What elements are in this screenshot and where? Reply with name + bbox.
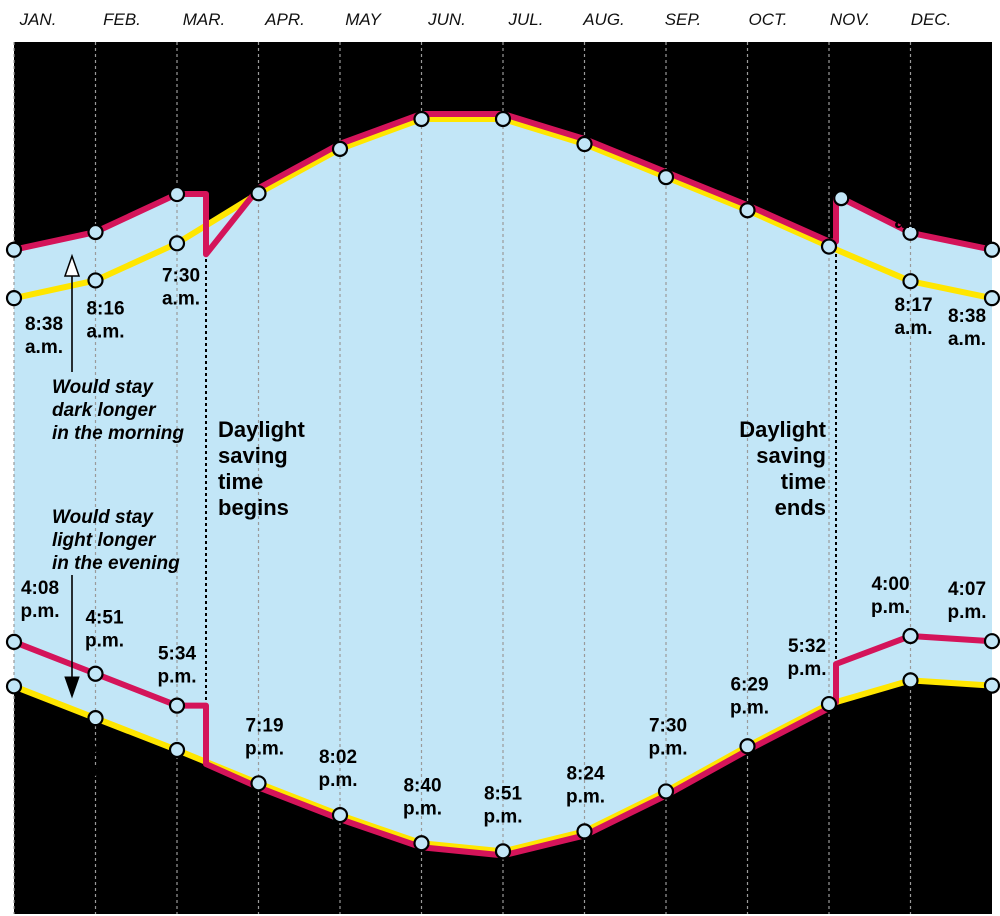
sunrise-standard-point [168, 235, 186, 252]
sunset-standard-point [902, 672, 919, 689]
month-label: JUN. [427, 10, 466, 29]
sunset-standard-point [250, 775, 267, 792]
sunset-standard-point [576, 823, 593, 840]
sunrise-standard-point [739, 202, 756, 219]
month-label: AUG. [582, 10, 625, 29]
sunset-standard-point [820, 695, 838, 713]
sunset-standard-label: 5:00 p.m. [871, 700, 910, 744]
sunrise-dst-label: 6:29 a.m. [161, 134, 199, 178]
sunset-dst-point [5, 633, 23, 651]
sunset-standard-label: 5:07 p.m. [947, 702, 986, 746]
sunset-standard-point [494, 843, 512, 860]
sunrise-standard-label: 5:33 a.m. [325, 78, 363, 122]
sunset-standard-label: 5:08 p.m. [24, 708, 63, 752]
sunrise-standard-point [87, 272, 104, 289]
month-label: DEC. [911, 10, 952, 29]
sunrise-dst-label: 7:34 a.m. [782, 168, 820, 212]
month-label: FEB. [103, 10, 141, 29]
sunrise-standard-label: 6:49 a.m. [732, 138, 770, 182]
sunrise-dst-point [87, 223, 104, 241]
sunset-dst-point [983, 633, 1000, 650]
month-label: JUL. [508, 10, 544, 29]
month-label: JAN. [19, 10, 57, 29]
dst-begins-annotation: Daylight saving time begins [218, 417, 305, 520]
sunset-standard-label: 7:19 p.m. [245, 715, 284, 759]
sunrise-standard-point [494, 110, 512, 128]
sunset-standard-point [983, 677, 1000, 694]
evening-annotation: Would stay light longer in the evening [52, 507, 180, 574]
sunrise-standard-label: 7:30 a.m. [162, 265, 200, 309]
sunrise-standard-label: 4:56 a.m. [405, 51, 443, 95]
sunrise-dst-label: 7:17 a.m. [894, 189, 932, 233]
sunrise-dst-label: 7:38 a.m. [23, 182, 61, 226]
sunrise-standard-label: 7:34 a.m. [796, 169, 834, 213]
sunrise-standard-label: 6:08 a.m. [652, 105, 690, 149]
month-label: OCT. [748, 10, 787, 29]
sunrise-standard-point [331, 140, 349, 157]
sunset-standard-label: 5:51 p.m. [86, 738, 125, 782]
sunrise-standard-point [657, 169, 675, 186]
sunset-standard-label: 8:51 p.m. [483, 783, 522, 827]
sunset-dst-label: 4:08 p.m. [20, 578, 59, 622]
sunrise-standard-label: 8:38 a.m. [25, 314, 63, 358]
sunrise-dst-label: 7:38 a.m. [948, 190, 986, 234]
sunrise-dst-label: 7:16 a.m. [84, 160, 122, 204]
morning-annotation: Would stay dark longer in the morning [52, 377, 184, 444]
sunset-standard-point [168, 741, 186, 759]
sunrise-standard-label: 5:27 a.m. [570, 74, 608, 118]
sunset-standard-label: 8:40 p.m. [403, 775, 442, 819]
month-label: MAR. [183, 10, 226, 29]
sunset-standard-point [87, 710, 104, 727]
sunrise-standard-point [983, 290, 1000, 307]
sunset-dst-point [87, 665, 104, 682]
sunset-standard-label: 8:24 p.m. [566, 763, 605, 807]
sunset-dst-label: 5:34 p.m. [157, 644, 196, 688]
sunset-dst-label: 4:51 p.m. [85, 608, 124, 652]
sunset-standard-label: 5:32 p.m. [787, 636, 826, 680]
sunrise-dst-point [833, 190, 850, 207]
sunset-dst-point [168, 697, 186, 714]
sunrise-dst-point [983, 241, 1000, 258]
sunset-dst-point [902, 627, 919, 645]
sunset-standard-label: 6:34 p.m. [160, 776, 199, 820]
sunrise-dst-point [168, 185, 186, 203]
month-label: MAY [345, 10, 382, 29]
morning-arrow-head [63, 253, 81, 277]
sunset-standard-point [413, 835, 430, 852]
sunset-standard-point [657, 783, 675, 800]
sunrise-standard-point [820, 238, 838, 255]
sunrise-dst-point [902, 224, 919, 241]
sunrise-standard-label: 4:56 a.m. [488, 51, 526, 95]
sunrise-standard-point [576, 135, 593, 153]
sunset-standard-label: 6:29 p.m. [730, 674, 769, 718]
evening-arrow-head [64, 676, 80, 699]
sunset-dst-label: 4:00 p.m. [871, 574, 910, 618]
sunrise-standard-point [902, 273, 919, 290]
dst-ends-annotation: Daylight saving time ends [739, 417, 826, 520]
month-label: NOV. [830, 10, 870, 29]
sunset-standard-point [739, 738, 756, 755]
sunrise-standard-label: 6:28 a.m. [243, 117, 281, 161]
month-label: APR. [264, 10, 305, 29]
sunrise-standard-point [413, 110, 430, 128]
sunrise-dst-point [5, 241, 23, 258]
sunrise-standard-label: 8:38 a.m. [948, 306, 986, 350]
sunrise-standard-label: 8:17 a.m. [894, 295, 932, 339]
sunset-standard-label: 8:02 p.m. [318, 747, 357, 791]
sunset-dst-label: 4:07 p.m. [947, 579, 986, 623]
month-label: SEP. [665, 10, 702, 29]
sunrise-standard-point [250, 185, 267, 202]
sunrise-standard-label: 8:16 a.m. [86, 298, 124, 342]
sunset-standard-point [331, 807, 349, 824]
sunrise-standard-point [5, 290, 23, 307]
sunset-standard-point [5, 678, 23, 695]
sunset-standard-label: 7:30 p.m. [648, 715, 687, 759]
